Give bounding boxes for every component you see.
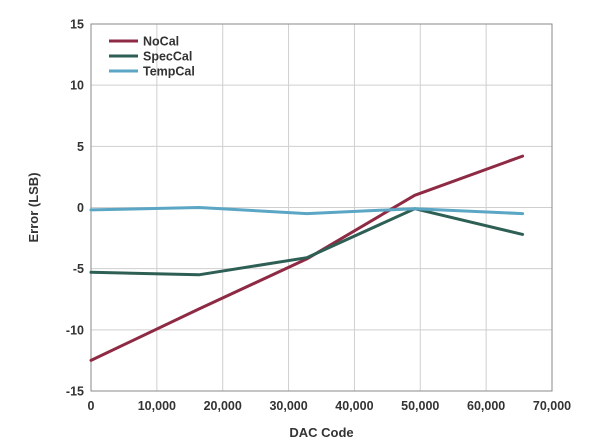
y-tick-label: -10 [66, 323, 84, 337]
series-lines [89, 154, 525, 362]
x-tick-label: 50,000 [401, 399, 439, 413]
series-line-speccal [89, 207, 525, 277]
legend-label-speccal: SpecCal [143, 50, 192, 64]
y-tick-label: 0 [77, 201, 84, 215]
y-tick-label: 15 [70, 18, 84, 32]
x-tick-label: 60,000 [467, 399, 505, 413]
x-tick-label: 10,000 [138, 399, 176, 413]
x-tick-label: 70,000 [533, 399, 571, 413]
y-tick-label: 10 [70, 79, 84, 93]
legend-label-tempcal: TempCal [143, 65, 195, 79]
x-axis-title: DAC Code [289, 425, 353, 440]
x-axis-tick-labels: 0 10,000 20,000 30,000 40,000 50,000 60,000 70,… [88, 399, 572, 413]
y-tick-label: 5 [77, 140, 84, 154]
x-tick-label: 0 [88, 399, 95, 413]
plot-area-frame [90, 23, 553, 392]
y-tick-label: -5 [73, 262, 84, 276]
x-tick-label: 40,000 [335, 399, 373, 413]
y-tick-label: -15 [66, 385, 84, 399]
legend-label-nocal: NoCal [143, 35, 179, 49]
y-axis-tick-labels: 15 10 5 0 -5 -10 -15 [66, 18, 84, 399]
y-axis-title: Error (LSB) [26, 172, 41, 242]
series-line-tempcal [89, 206, 525, 216]
x-tick-label: 20,000 [204, 399, 242, 413]
x-tick-label: 30,000 [269, 399, 307, 413]
